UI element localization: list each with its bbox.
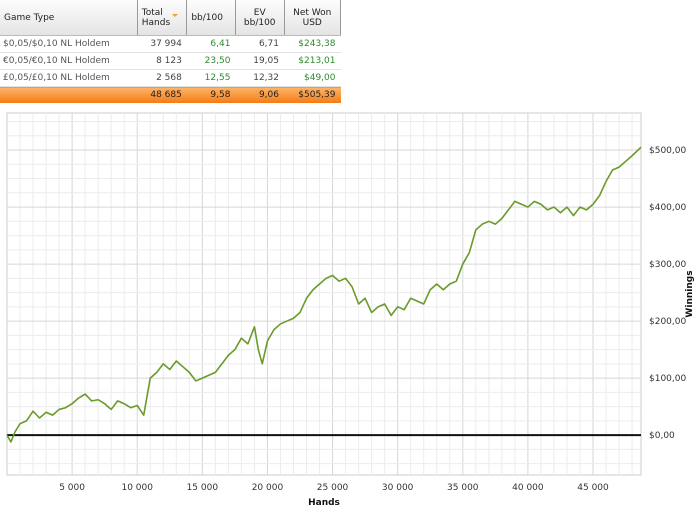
x-tick-label: 5 000 bbox=[59, 483, 85, 493]
x-tick-label: 45 000 bbox=[577, 483, 609, 493]
table-row[interactable]: $0,05/$0,10 NL Holdem 37 994 6,41 6,71 $243,… bbox=[0, 35, 341, 53]
cell-bb: 23,50 bbox=[186, 52, 236, 70]
cell-ev: 12,32 bbox=[235, 69, 284, 87]
cell-net: $243,38 bbox=[284, 35, 341, 53]
y-tick-label: $400,00 bbox=[649, 203, 686, 213]
stats-table: Game Type Total Hands bb/100 EV bb/100 Net… bbox=[0, 0, 341, 103]
cell-ev: 19,05 bbox=[235, 52, 284, 70]
winnings-line bbox=[6, 146, 642, 443]
cell-game: £0,05/£0,10 NL Holdem bbox=[0, 69, 138, 87]
table-row[interactable]: €0,05/€0,10 NL Holdem 8 123 23,50 19,05 $213… bbox=[0, 52, 341, 70]
plot-area bbox=[6, 112, 642, 476]
col-ev-bb100[interactable]: EV bb/100 bbox=[235, 0, 285, 36]
cell-net: $505,39 bbox=[284, 86, 341, 103]
x-tick-label: 15 000 bbox=[187, 483, 219, 493]
sort-desc-icon bbox=[172, 14, 179, 17]
y-tick-label: $200,00 bbox=[649, 317, 686, 327]
cell-hands: 48 685 bbox=[137, 86, 187, 103]
col-total-hands[interactable]: Total Hands bbox=[137, 0, 188, 36]
col-net-won[interactable]: Net Won USD bbox=[284, 0, 341, 36]
total-row: 48 685 9,58 9,06 $505,39 bbox=[0, 86, 341, 103]
cell-hands: 37 994 bbox=[137, 35, 187, 53]
x-tick-label: 20 000 bbox=[252, 483, 284, 493]
y-axis-label: Winnings bbox=[685, 270, 695, 317]
col-bb100[interactable]: bb/100 bbox=[186, 0, 236, 36]
x-tick-label: 10 000 bbox=[121, 483, 153, 493]
cell-ev: 6,71 bbox=[235, 35, 284, 53]
y-tick-label: $100,00 bbox=[649, 374, 686, 384]
cell-hands: 2 568 bbox=[137, 69, 187, 87]
cell-bb: 9,58 bbox=[186, 86, 236, 103]
x-tick-label: 25 000 bbox=[317, 483, 349, 493]
y-tick-label: $0,00 bbox=[649, 431, 675, 441]
cell-bb: 6,41 bbox=[186, 35, 236, 53]
x-axis-label: Hands bbox=[308, 498, 340, 508]
x-tick-label: 35 000 bbox=[447, 483, 479, 493]
y-tick-label: $500,00 bbox=[649, 146, 686, 156]
x-tick-label: 30 000 bbox=[382, 483, 414, 493]
cell-net: $213,01 bbox=[284, 52, 341, 70]
x-tick-label: 40 000 bbox=[512, 483, 544, 493]
y-tick-label: $300,00 bbox=[649, 260, 686, 270]
col-game-type[interactable]: Game Type bbox=[0, 0, 138, 36]
cell-bb: 12,55 bbox=[186, 69, 236, 87]
cell-net: $49,00 bbox=[284, 69, 341, 87]
cell-ev: 9,06 bbox=[235, 86, 284, 103]
cell-game: €0,05/€0,10 NL Holdem bbox=[0, 52, 138, 70]
cell-game bbox=[0, 86, 138, 103]
cell-hands: 8 123 bbox=[137, 52, 187, 70]
cell-game: $0,05/$0,10 NL Holdem bbox=[0, 35, 138, 53]
table-row[interactable]: £0,05/£0,10 NL Holdem 2 568 12,55 12,32 $49,… bbox=[0, 69, 341, 87]
